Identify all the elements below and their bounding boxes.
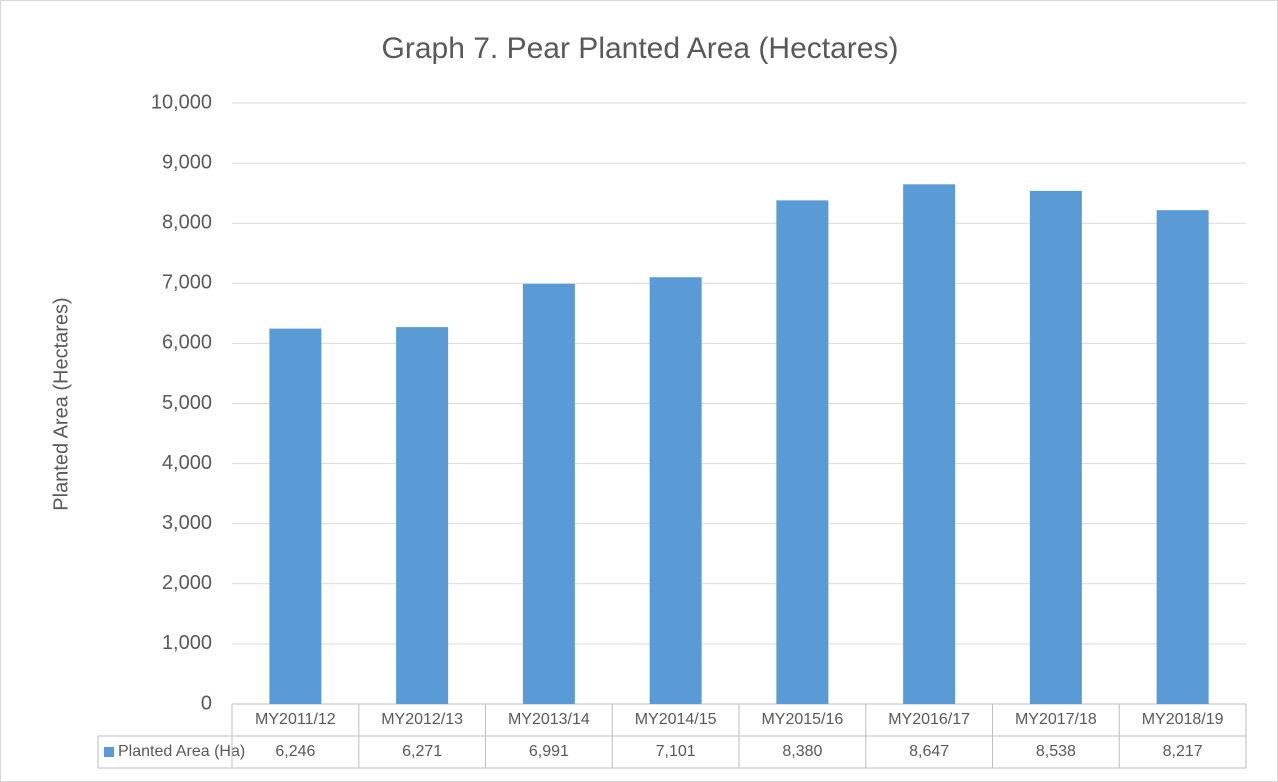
- y-tick-label: 5,000: [162, 392, 212, 414]
- data-table-value: 7,101: [656, 743, 696, 760]
- y-tick-label: 10,000: [151, 91, 212, 113]
- y-tick-label: 2,000: [162, 572, 212, 594]
- chart-title: Graph 7. Pear Planted Area (Hectares): [382, 32, 899, 65]
- bar: [269, 328, 322, 704]
- legend-label: Planted Area (Ha): [118, 743, 245, 760]
- x-tick-label: MY2012/13: [381, 711, 463, 728]
- bar: [903, 184, 956, 704]
- data-table-value: 8,538: [1036, 743, 1076, 760]
- x-tick-label: MY2017/18: [1015, 711, 1097, 728]
- data-table-value: 8,380: [782, 743, 822, 760]
- data-table-value: 8,647: [909, 743, 949, 760]
- y-axis-label: Planted Area (Hectares): [50, 297, 72, 510]
- data-table-value: 6,271: [402, 743, 442, 760]
- x-tick-label: MY2016/17: [888, 711, 970, 728]
- bar: [396, 327, 449, 704]
- x-tick-label: MY2015/16: [761, 711, 843, 728]
- x-tick-label: MY2013/14: [508, 711, 590, 728]
- bar: [1156, 210, 1209, 704]
- x-tick-label: MY2014/15: [635, 711, 717, 728]
- data-table-value: 6,246: [275, 743, 315, 760]
- x-tick-label: MY2018/19: [1142, 711, 1224, 728]
- y-tick-label: 6,000: [162, 332, 212, 354]
- y-tick-label: 4,000: [162, 452, 212, 474]
- x-tick-label: MY2011/12: [255, 711, 336, 728]
- y-tick-label: 3,000: [162, 512, 212, 534]
- bar: [522, 283, 575, 704]
- legend-swatch: [104, 747, 114, 757]
- data-table-value: 6,991: [529, 743, 569, 760]
- y-tick-label: 9,000: [162, 151, 212, 173]
- y-tick-label: 7,000: [162, 272, 212, 294]
- y-tick-label: 8,000: [162, 211, 212, 233]
- bar: [649, 277, 702, 704]
- bar: [776, 200, 829, 704]
- y-tick-label: 1,000: [162, 632, 212, 654]
- y-tick-label: 0: [201, 692, 212, 714]
- bar: [1029, 190, 1082, 704]
- data-table-value: 8,217: [1163, 743, 1203, 760]
